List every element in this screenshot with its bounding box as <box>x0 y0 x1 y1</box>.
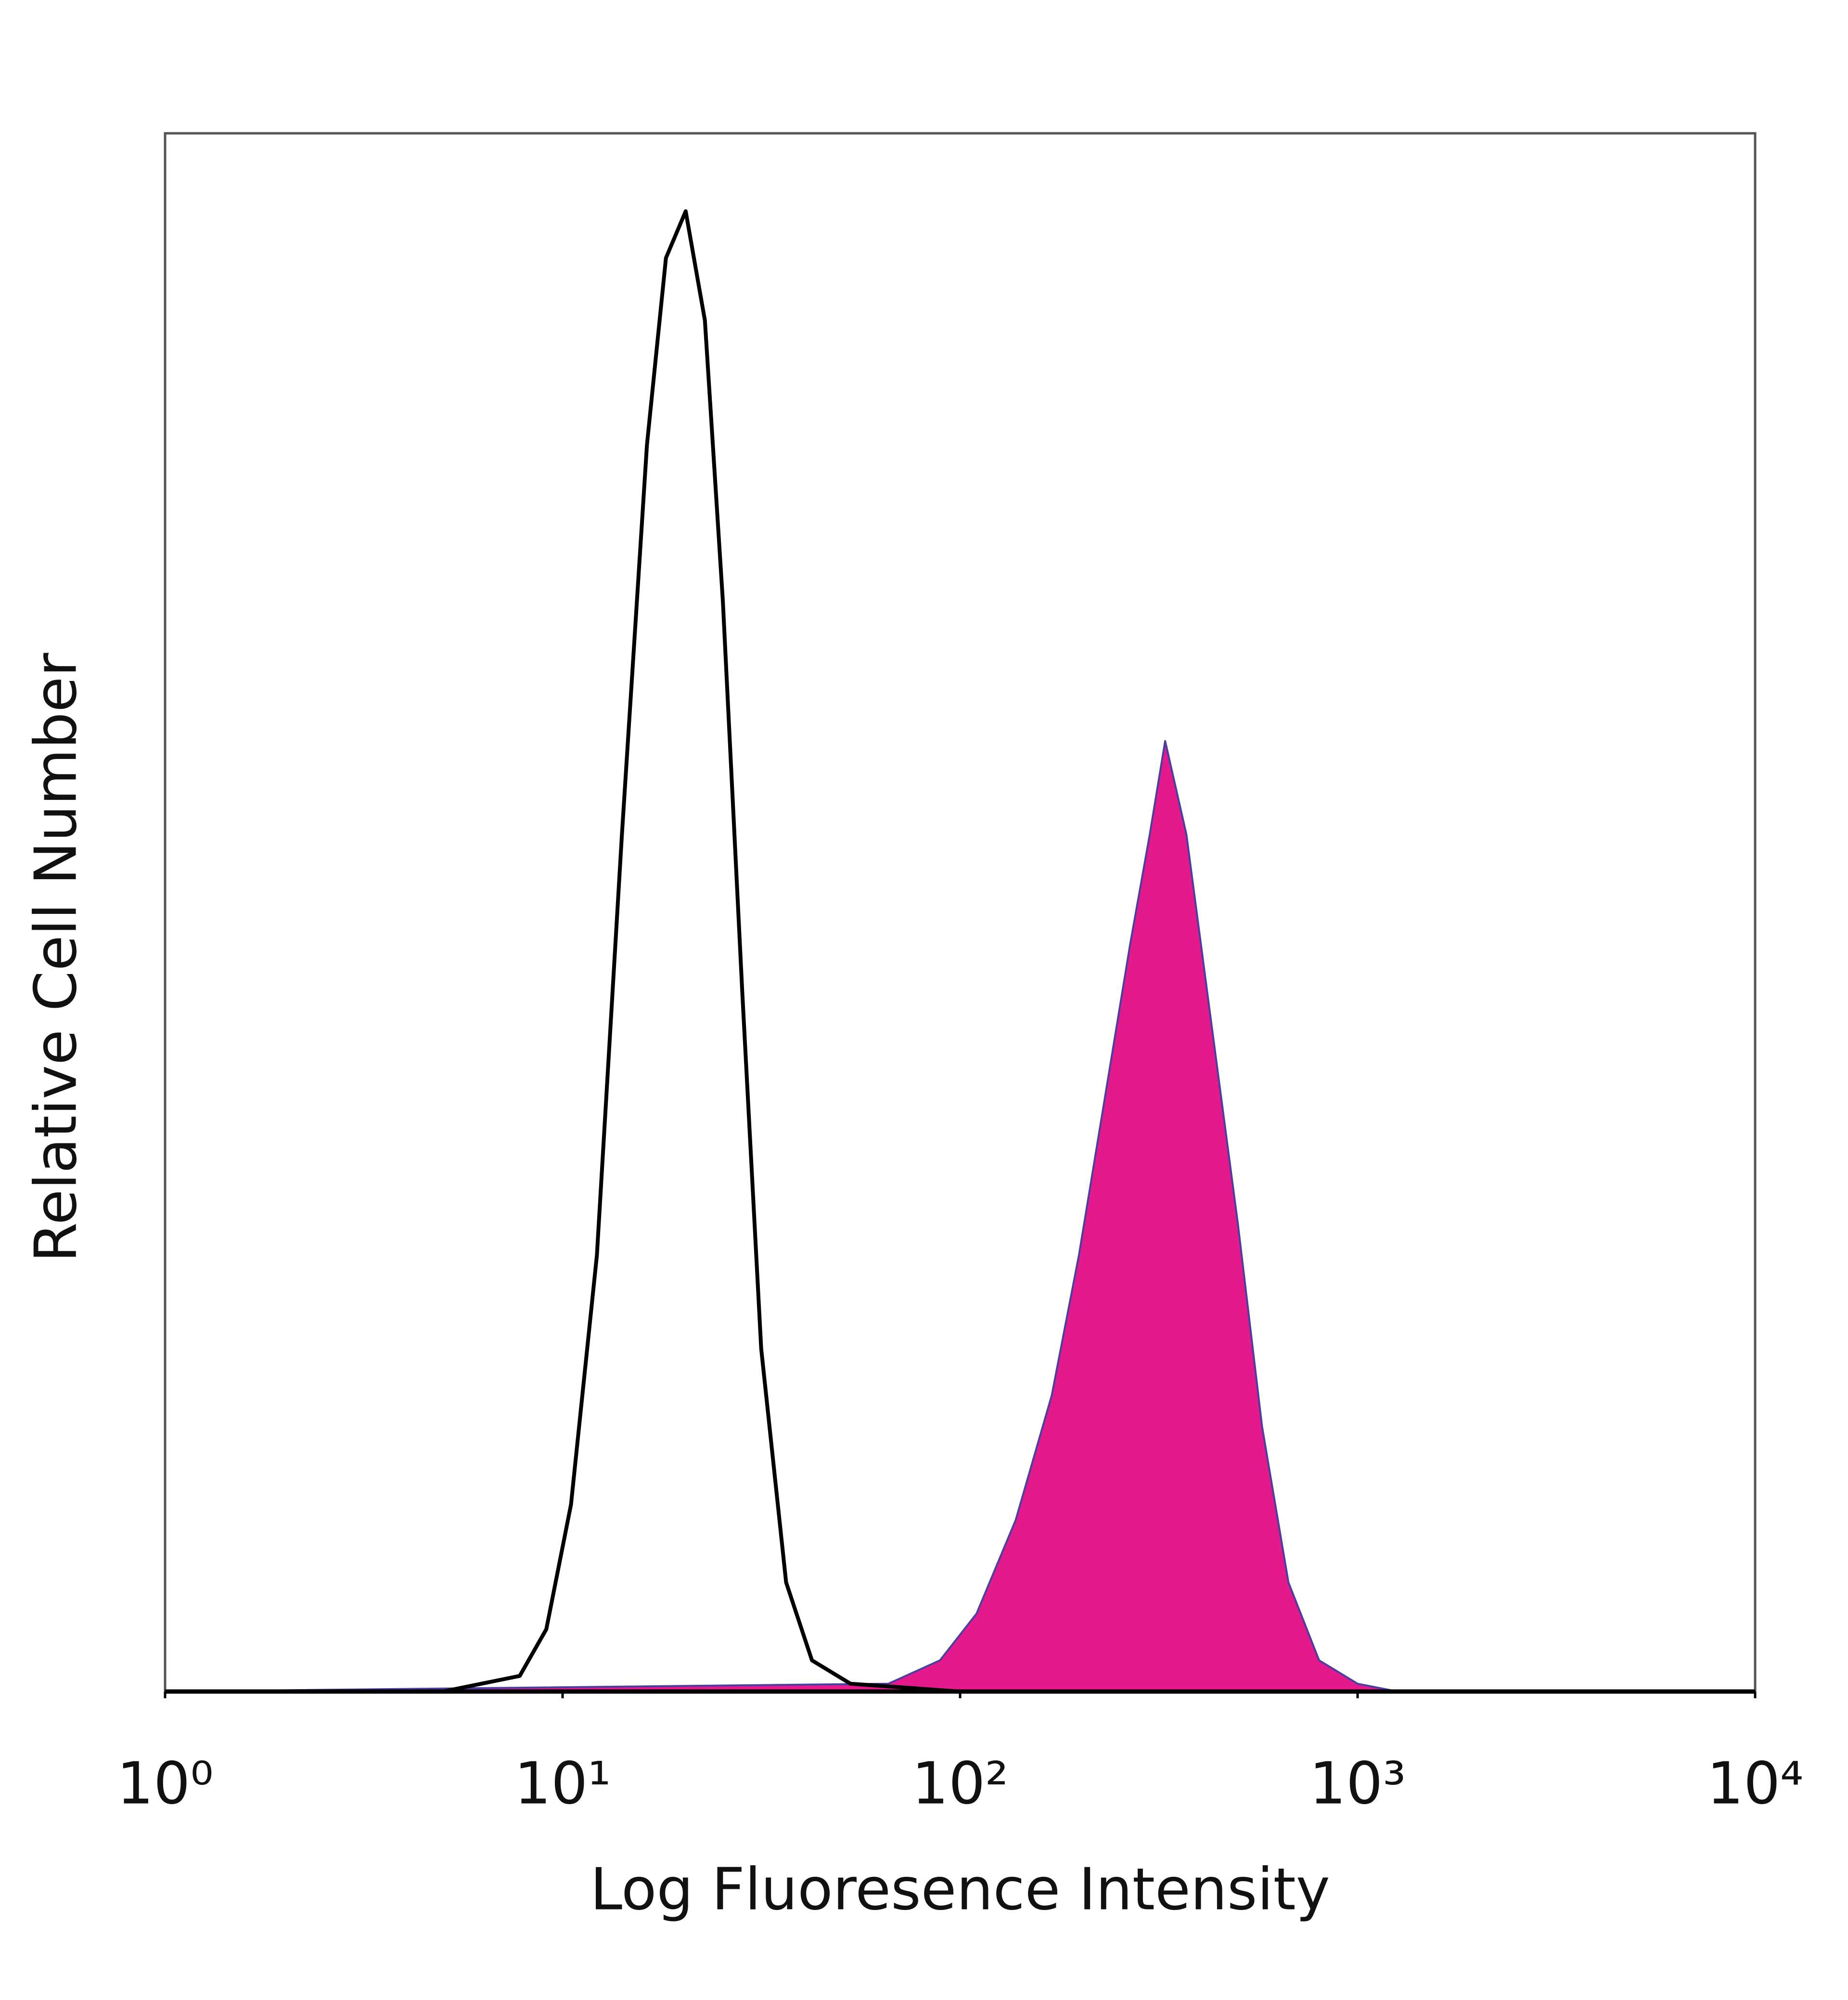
histogram-line <box>165 209 1755 1693</box>
x-tick-label: 10⁴ <box>1707 1751 1804 1818</box>
x-tick-label: 10⁰ <box>117 1751 214 1818</box>
x-tick-label: 10¹ <box>514 1751 611 1818</box>
x-tick-label: 10³ <box>1309 1751 1406 1818</box>
y-axis-title: Relative Cell Number <box>23 653 90 1262</box>
histogram-area <box>165 740 1755 1692</box>
x-axis-title: Log Fluoresence Intensity <box>590 1857 1330 1923</box>
x-tick-label: 10² <box>912 1751 1009 1818</box>
